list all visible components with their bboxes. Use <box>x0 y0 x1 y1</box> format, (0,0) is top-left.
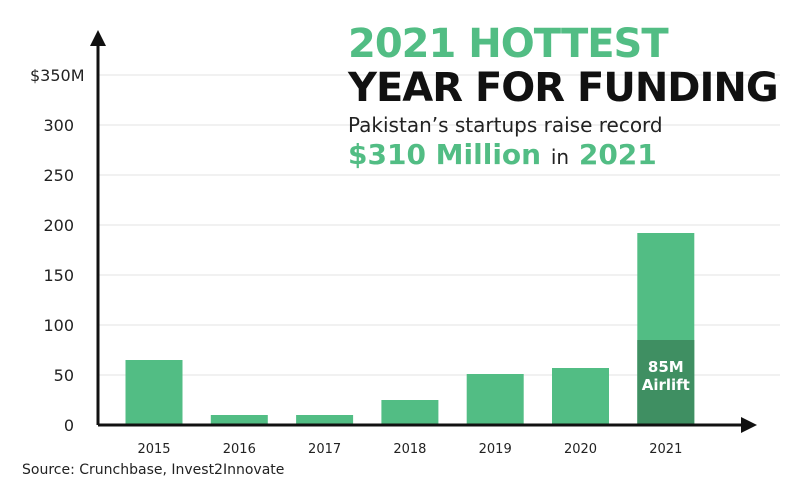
y-tick-label: 200 <box>43 216 74 235</box>
x-tick-label-2021: 2021 <box>649 442 682 457</box>
headline-in: in <box>550 145 570 169</box>
y-tick-label: 0 <box>64 416 74 435</box>
y-tick-labels: 0 50 100 150 200 250 300 $350M <box>30 66 85 435</box>
x-tick-label-2017: 2017 <box>308 442 341 457</box>
y-tick-label: 250 <box>43 166 74 185</box>
headline-year: 2021 <box>578 138 657 171</box>
x-tick-label-2016: 2016 <box>223 442 256 457</box>
axes <box>90 30 757 433</box>
x-axis-arrow <box>741 417 757 433</box>
x-tick-label-2019: 2019 <box>479 442 512 457</box>
bar-2018 <box>381 400 439 425</box>
y-tick-label: 150 <box>43 266 74 285</box>
y-tick-label: 300 <box>43 116 74 135</box>
y-axis-arrow <box>90 30 106 46</box>
airlift-label-name: Airlift <box>642 376 690 394</box>
x-tick-labels: 2015 2016 2017 2018 2019 2020 2021 <box>137 442 682 457</box>
y-tick-label: $350M <box>30 66 85 85</box>
y-tick-label: 50 <box>54 366 74 385</box>
x-tick-label-2015: 2015 <box>137 442 170 457</box>
x-tick-label-2018: 2018 <box>393 442 426 457</box>
headline-line2: YEAR FOR FUNDING <box>348 65 779 111</box>
bar-2020 <box>552 368 609 425</box>
headline-subtitle: Pakistan’s startups raise record <box>348 113 663 137</box>
grid-lines <box>98 74 780 376</box>
bar-2016 <box>210 415 268 425</box>
source-note: Source: Crunchbase, Invest2Innovate <box>22 462 285 478</box>
headline-amount-line: $310 Million in 2021 <box>348 138 788 174</box>
bar-2015 <box>125 360 183 425</box>
headline-amount: $310 Million <box>348 138 542 171</box>
bar-2019 <box>466 374 524 425</box>
airlift-label-value: 85M <box>648 358 684 376</box>
bar-segment-airlift <box>637 340 695 425</box>
headline-line1: 2021 HOTTEST <box>348 21 669 67</box>
x-tick-label-2020: 2020 <box>564 442 597 457</box>
y-tick-label: 100 <box>43 316 74 335</box>
bar-2017 <box>296 415 354 425</box>
headline: 2021 HOTTEST YEAR FOR FUNDING Pakistan’s… <box>348 22 788 174</box>
